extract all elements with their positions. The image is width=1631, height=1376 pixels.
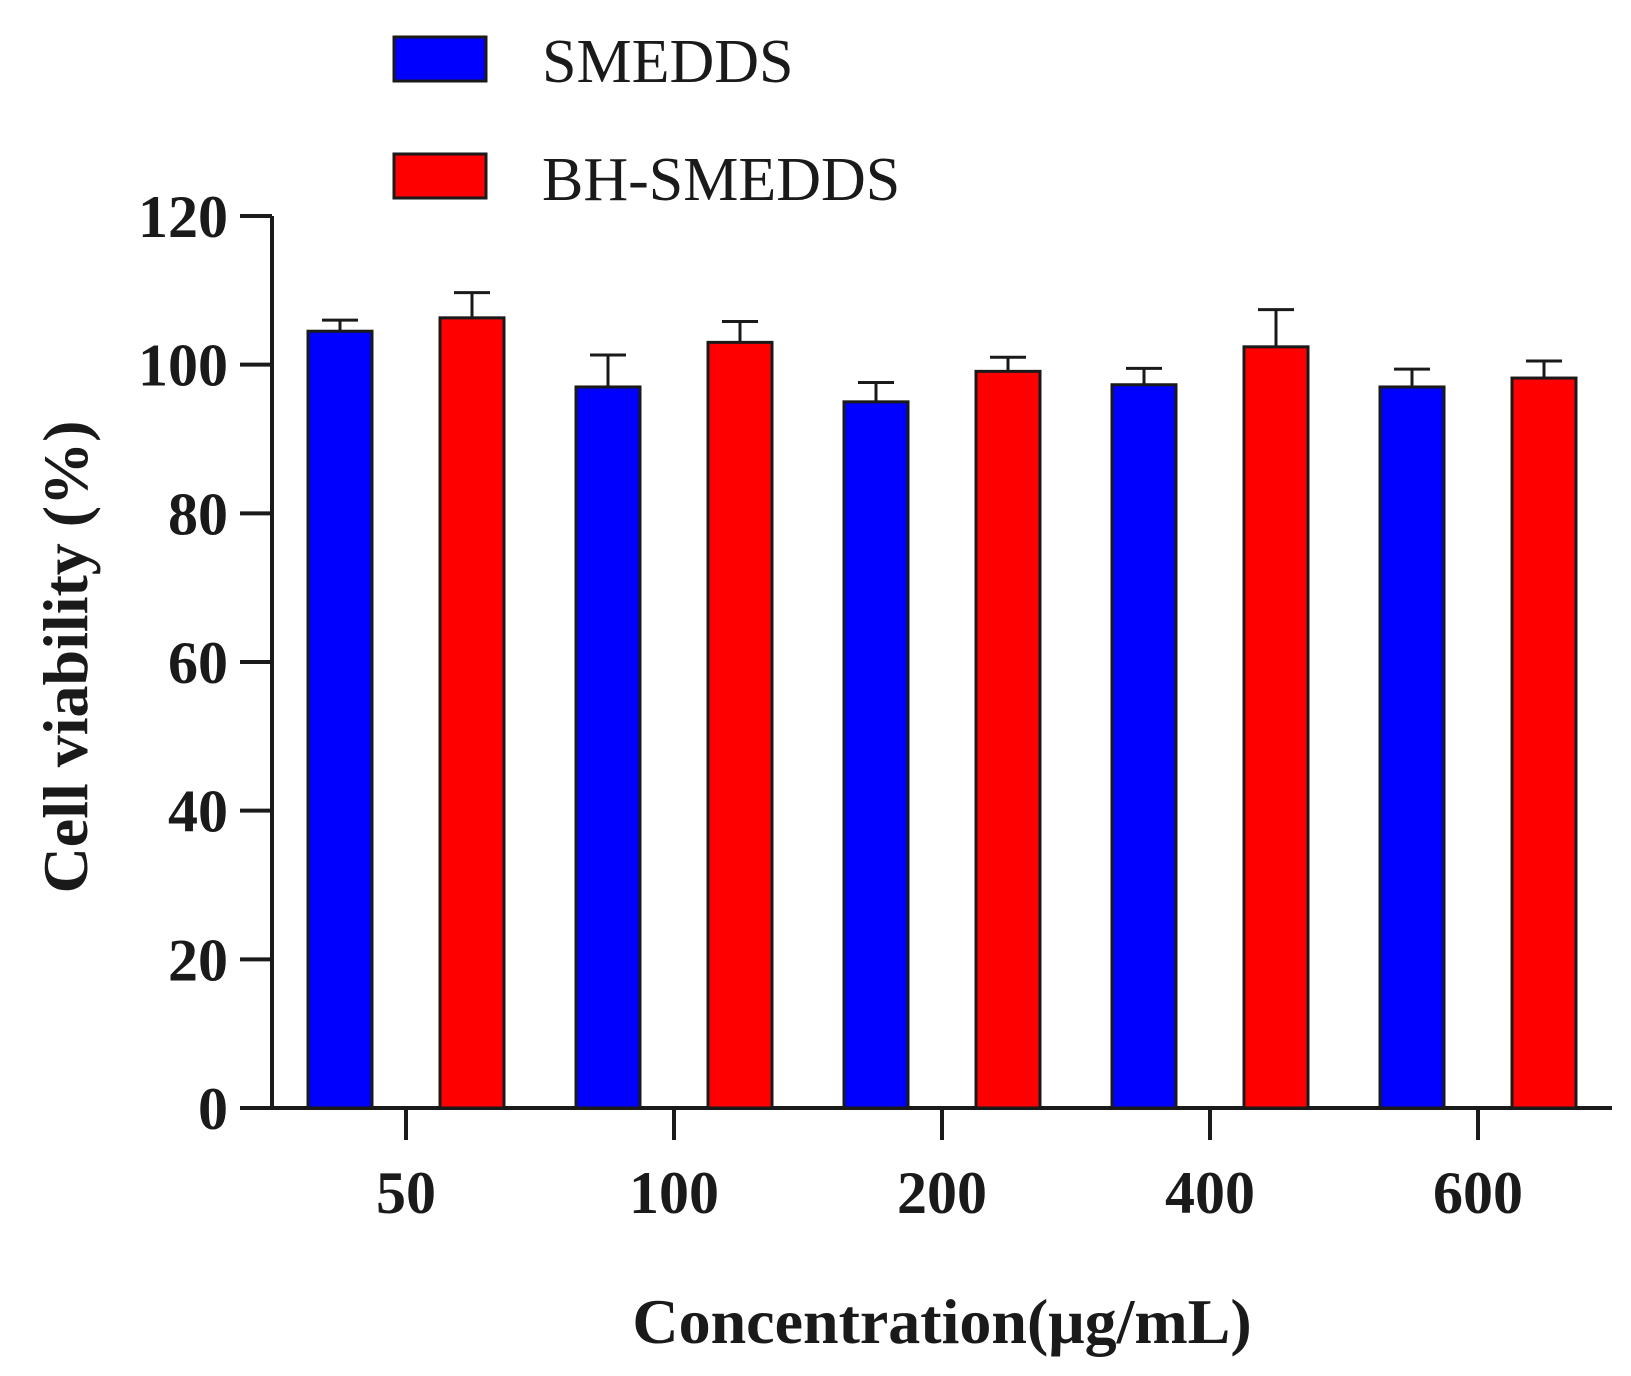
y-tick-label: 20 [168,927,228,993]
x-tick-label: 600 [1433,1160,1523,1226]
bar-bh-smedds-200 [974,369,1042,1110]
x-tick-label: 50 [376,1160,436,1226]
x-tick-label: 100 [629,1160,719,1226]
error-bars [322,291,1562,402]
bar-smedds-400 [1110,383,1178,1110]
bar-smedds-600 [1378,385,1446,1110]
y-tick-label: 40 [168,779,228,845]
x-tick-label: 400 [1165,1160,1255,1226]
bar-smedds-100 [574,385,642,1110]
y-axis-title: Cell viability (%) [30,421,101,894]
legend-swatch-bh-smedds [392,152,488,200]
y-tick-label: 100 [138,333,228,399]
legend-label-smedds: SMEDDS [542,28,794,96]
y-tick-label: 0 [198,1076,228,1142]
y-ticks: 0 20 40 60 80 100 120 [138,184,272,1142]
legend-label-bh-smedds: BH-SMEDDS [542,146,900,214]
bars [306,316,1578,1110]
bar-bh-smedds-400 [1242,345,1310,1110]
bar-bh-smedds-600 [1510,376,1578,1110]
bar-smedds-50 [306,329,374,1110]
x-tick-label: 200 [897,1160,987,1226]
x-axis-title: Concentration(μg/mL) [632,1286,1251,1357]
y-tick-label: 120 [138,184,228,250]
bar-bh-smedds-100 [706,340,774,1110]
legend: SMEDDS BH-SMEDDS [392,28,900,214]
bar-bh-smedds-50 [438,316,506,1110]
legend-swatch-smedds [392,35,488,83]
bar-smedds-200 [842,400,910,1110]
y-tick-label: 80 [168,481,228,547]
x-ticks: 50 100 200 400 600 [376,1108,1523,1226]
y-tick-label: 60 [168,630,228,696]
